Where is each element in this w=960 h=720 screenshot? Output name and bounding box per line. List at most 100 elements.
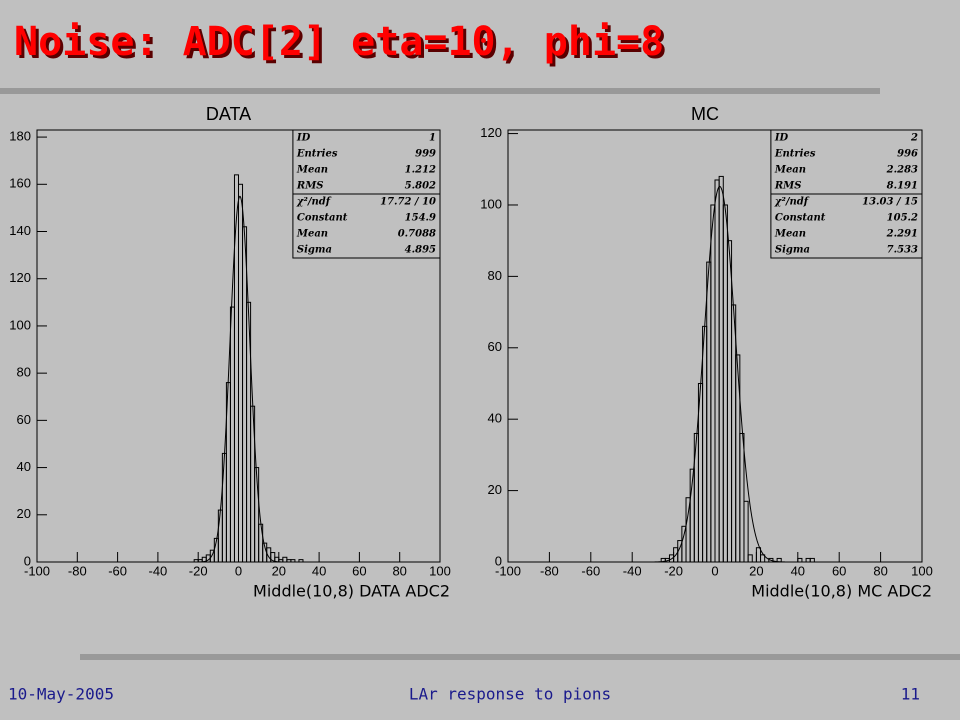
stats-value: 1.212: [405, 165, 436, 176]
stats-label: χ²/ndf: [296, 197, 332, 208]
y-tick-label: 40: [17, 459, 31, 474]
histogram-bar: [726, 240, 733, 563]
fit-curve: [641, 185, 798, 563]
slide-title: Noise: ADC[2] eta=10, phi=8: [14, 19, 664, 65]
x-tick-label: -100: [495, 563, 521, 578]
stats-label: Mean: [296, 229, 328, 240]
x-tick-label: -60: [108, 563, 127, 578]
histogram-bar: [760, 554, 766, 563]
stats-label: Constant: [297, 213, 348, 224]
histogram-bar: [714, 179, 720, 563]
x-tick-label: -40: [149, 563, 168, 578]
histogram-bar: [221, 452, 227, 563]
x-axis-label: Middle(10,8) MC ADC2: [751, 582, 932, 601]
histogram-bar: [229, 306, 235, 563]
y-tick-label: 120: [9, 270, 31, 285]
histogram-bar: [809, 557, 815, 563]
y-tick-label: 40: [488, 411, 502, 426]
x-tick-label: 20: [272, 563, 286, 578]
page-number: 11: [901, 685, 920, 704]
stats-value: 5.802: [405, 181, 436, 192]
x-tick-label: 40: [791, 563, 805, 578]
x-tick-label: -80: [68, 563, 87, 578]
histogram-bar: [755, 547, 762, 563]
histogram-bar: [743, 500, 749, 563]
x-tick-label: -60: [581, 563, 600, 578]
histogram-bar: [797, 557, 803, 563]
histogram-bar: [290, 559, 296, 563]
histogram-bar: [702, 325, 708, 563]
histogram-bar: [681, 525, 687, 563]
x-tick-label: 100: [911, 563, 933, 578]
footer-rule: [80, 654, 960, 660]
stats-label: ID: [774, 133, 789, 144]
y-tick-label: 160: [9, 176, 31, 191]
stats-label: Mean: [296, 165, 328, 176]
x-tick-label: 60: [832, 563, 846, 578]
x-tick-label: -20: [664, 563, 683, 578]
stats-label: Sigma: [775, 245, 810, 256]
y-tick-label: 80: [488, 268, 502, 283]
stats-value: 4.895: [405, 245, 436, 256]
stats-value: 8.191: [887, 181, 918, 192]
title-rule: [0, 88, 880, 94]
stats-label: Constant: [775, 213, 826, 224]
stats-label: RMS: [296, 181, 324, 192]
x-tick-label: 20: [749, 563, 763, 578]
fit-curve: [190, 195, 290, 563]
histogram-bar: [282, 556, 288, 563]
y-tick-label: 100: [480, 196, 502, 211]
x-tick-label: 0: [235, 563, 242, 578]
plot-title: DATA: [206, 104, 251, 124]
y-tick-label: 140: [9, 223, 31, 238]
stats-value: 17.72 / 10: [380, 197, 436, 208]
stats-value: 2.291: [886, 229, 918, 240]
histogram-bar: [298, 559, 304, 563]
x-tick-label: -20: [189, 563, 208, 578]
x-tick-label: 60: [352, 563, 366, 578]
stats-value: 105.2: [887, 213, 918, 224]
stats-value: 996: [897, 149, 918, 160]
stats-label: Sigma: [297, 245, 332, 256]
y-tick-label: 0: [495, 553, 502, 568]
y-tick-label: 60: [17, 412, 31, 427]
stats-label: Mean: [774, 165, 806, 176]
slide-title-shadow: Noise: ADC[2] eta=10, phi=8: [17, 22, 667, 68]
x-tick-label: -40: [623, 563, 642, 578]
footer-title: LAr response to pions: [409, 685, 611, 704]
x-tick-label: -80: [540, 563, 559, 578]
y-tick-label: 120: [480, 125, 502, 140]
y-tick-label: 80: [17, 365, 31, 380]
histogram-bar: [710, 204, 716, 563]
x-tick-label: 80: [392, 563, 406, 578]
x-tick-label: 0: [711, 563, 718, 578]
stats-value: 13.03 / 15: [862, 197, 918, 208]
stats-label: ID: [296, 133, 311, 144]
stats-value: 999: [415, 149, 436, 160]
x-tick-label: 100: [429, 563, 451, 578]
stats-value: 1: [429, 133, 436, 144]
stats-value: 2.283: [886, 165, 918, 176]
stats-label: χ²/ndf: [774, 197, 810, 208]
stats-value: 154.9: [405, 213, 436, 224]
x-tick-label: -100: [24, 563, 50, 578]
stats-label: RMS: [774, 181, 802, 192]
histogram-bar: [238, 183, 244, 563]
footer-date: 10-May-2005: [8, 685, 114, 704]
histogram-bar: [242, 226, 248, 563]
histogram-bar: [706, 261, 712, 563]
stats-label: Mean: [774, 229, 806, 240]
y-tick-label: 180: [9, 129, 31, 144]
y-tick-label: 60: [488, 339, 502, 354]
stats-value: 0.7088: [398, 229, 436, 240]
histogram-bar: [731, 304, 737, 563]
y-tick-label: 20: [488, 482, 502, 497]
stats-value: 7.533: [887, 245, 918, 256]
stats-label: Entries: [774, 149, 816, 160]
histogram-bar: [805, 557, 811, 563]
histogram-bar: [217, 509, 223, 563]
y-tick-label: 100: [9, 317, 31, 332]
histogram-bar: [739, 432, 745, 563]
y-tick-label: 20: [17, 506, 31, 521]
